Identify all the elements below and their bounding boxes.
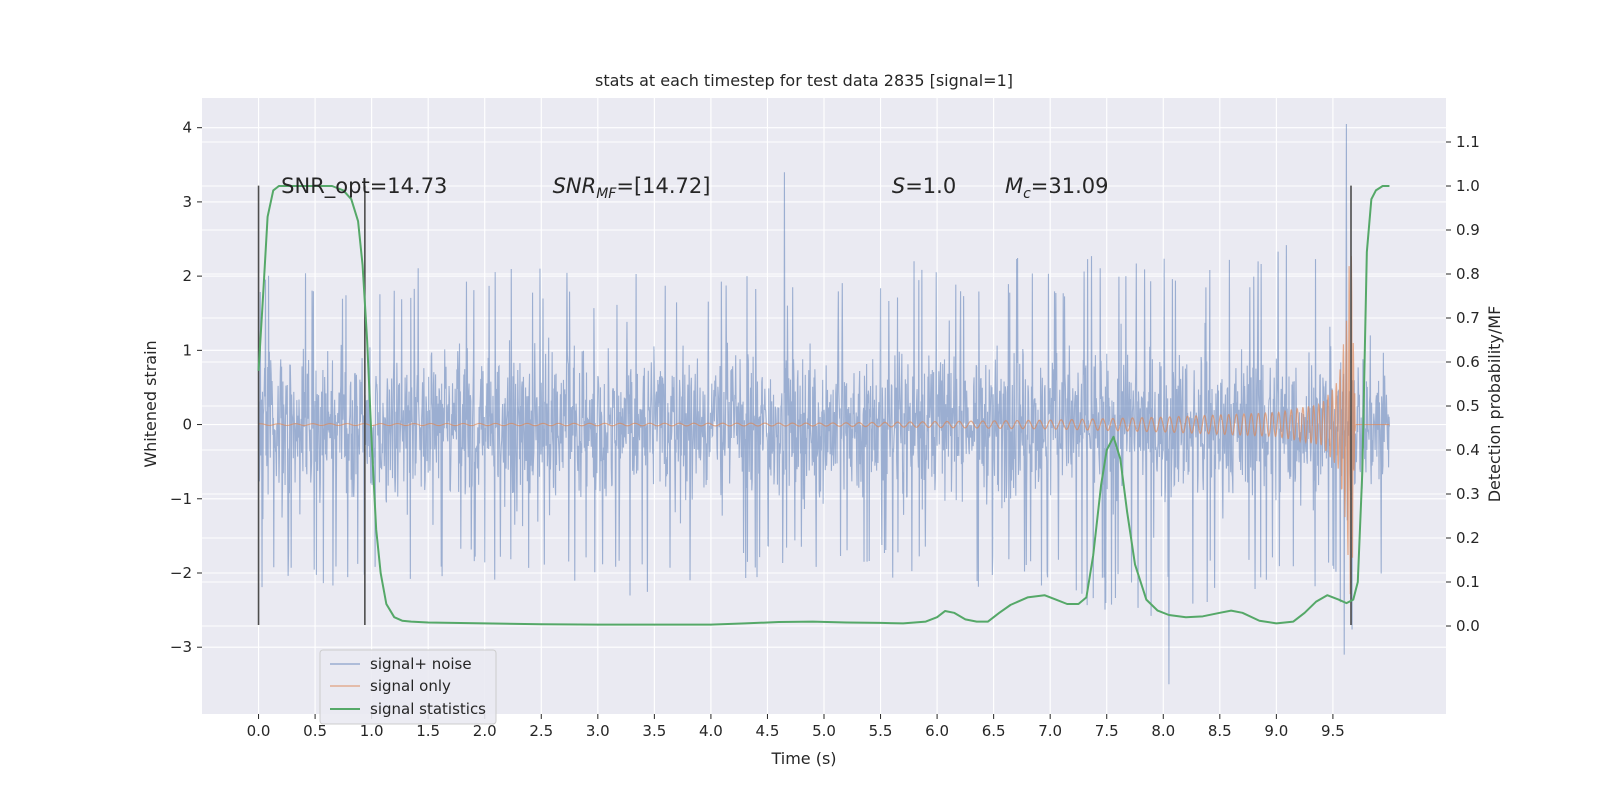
x-tick-label: 5.0 <box>812 722 836 740</box>
annotation-text: SNRMF=[14.72] <box>553 174 711 202</box>
y2-tick-label: 0.5 <box>1456 397 1480 415</box>
line-signal-statistics <box>257 185 1390 626</box>
x-tick-label: 4.5 <box>756 722 780 740</box>
legend-label-signal-statistics: signal statistics <box>370 700 486 718</box>
y2-tick-label: 1.0 <box>1456 177 1480 195</box>
y-axis-ticks: −3 −2 −1 0 1 2 3 4 <box>170 119 202 656</box>
y2-tick-label: 0.3 <box>1456 485 1480 503</box>
legend-label-signal-plus-noise: signal+ noise <box>370 655 472 673</box>
x-tick-label: 6.0 <box>925 722 949 740</box>
y-tick-label: −3 <box>170 638 192 656</box>
y2-tick-label: 0.9 <box>1456 221 1480 239</box>
legend: signal+ noise signal only signal statist… <box>319 649 497 725</box>
y2-tick-label: 0.1 <box>1456 573 1480 591</box>
y-tick-label: −1 <box>170 490 192 508</box>
y2-tick-label: 0.8 <box>1456 265 1480 283</box>
y-axis-label: Whitened strain <box>141 340 160 467</box>
legend-box <box>319 649 497 725</box>
legend-label-signal-only: signal only <box>370 677 451 695</box>
annotation-text: Mc=31.09 <box>1005 174 1109 202</box>
y-tick-label: 0 <box>182 416 192 434</box>
x-axis-ticks: 0.0 0.5 1.0 1.5 2.0 2.5 3.0 3.5 4.0 4.5 5.0 5.5 6.0 6… <box>247 714 1345 740</box>
x-tick-label: 2.0 <box>473 722 497 740</box>
x-tick-label: 9.5 <box>1321 722 1345 740</box>
x-tick-label: 0.5 <box>303 722 327 740</box>
y2-tick-label: 0.2 <box>1456 529 1480 547</box>
x-tick-label: 7.0 <box>1038 722 1062 740</box>
x-axis-label: Time (s) <box>770 749 836 768</box>
vertical-markers <box>257 185 1352 625</box>
y2-axis-ticks: 0.0 0.1 0.2 0.3 0.4 0.5 0.6 0.7 0.8 0.9 1.0 1.1 <box>1446 133 1480 635</box>
x-tick-label: 8.5 <box>1208 722 1232 740</box>
line-signal-plus-noise <box>258 123 1390 685</box>
x-tick-label: 1.0 <box>360 722 384 740</box>
y2-tick-label: 0.6 <box>1456 353 1480 371</box>
x-tick-label: 5.5 <box>869 722 893 740</box>
x-tick-label: 0.0 <box>247 722 271 740</box>
series-signal-only <box>258 256 1390 595</box>
y-tick-label: 1 <box>182 341 192 359</box>
x-tick-label: 3.5 <box>642 722 666 740</box>
x-tick-label: 7.5 <box>1095 722 1119 740</box>
x-tick-label: 8.0 <box>1151 722 1175 740</box>
x-tick-label: 6.5 <box>982 722 1006 740</box>
y2-tick-label: 1.1 <box>1456 133 1480 151</box>
y2-tick-label: 0.7 <box>1456 309 1480 327</box>
annotations: SNR_opt=14.73 SNRMF=[14.72] S=1.0 Mc=31.09 <box>281 174 1108 202</box>
chart-title: stats at each timestep for test data 283… <box>595 71 1013 90</box>
line-signal-only <box>258 256 1390 595</box>
annotation-text: S=1.0 <box>892 174 956 198</box>
series-signal-statistics <box>257 185 1390 626</box>
y2-axis-label: Detection probability/MF <box>1485 306 1504 503</box>
y-tick-label: 2 <box>182 267 192 285</box>
y2-tick-label: 0.0 <box>1456 617 1480 635</box>
annotation-text: SNR_opt=14.73 <box>281 174 447 199</box>
y2-tick-label: 0.4 <box>1456 441 1480 459</box>
grid <box>202 98 1446 714</box>
y-tick-label: −2 <box>170 564 192 582</box>
x-tick-label: 1.5 <box>416 722 440 740</box>
x-tick-label: 9.0 <box>1264 722 1288 740</box>
y-tick-label: 4 <box>182 119 192 137</box>
y-tick-label: 3 <box>182 193 192 211</box>
x-tick-label: 4.0 <box>699 722 723 740</box>
x-tick-label: 2.5 <box>529 722 553 740</box>
series-signal-plus-noise <box>258 123 1390 685</box>
x-tick-label: 3.0 <box>586 722 610 740</box>
